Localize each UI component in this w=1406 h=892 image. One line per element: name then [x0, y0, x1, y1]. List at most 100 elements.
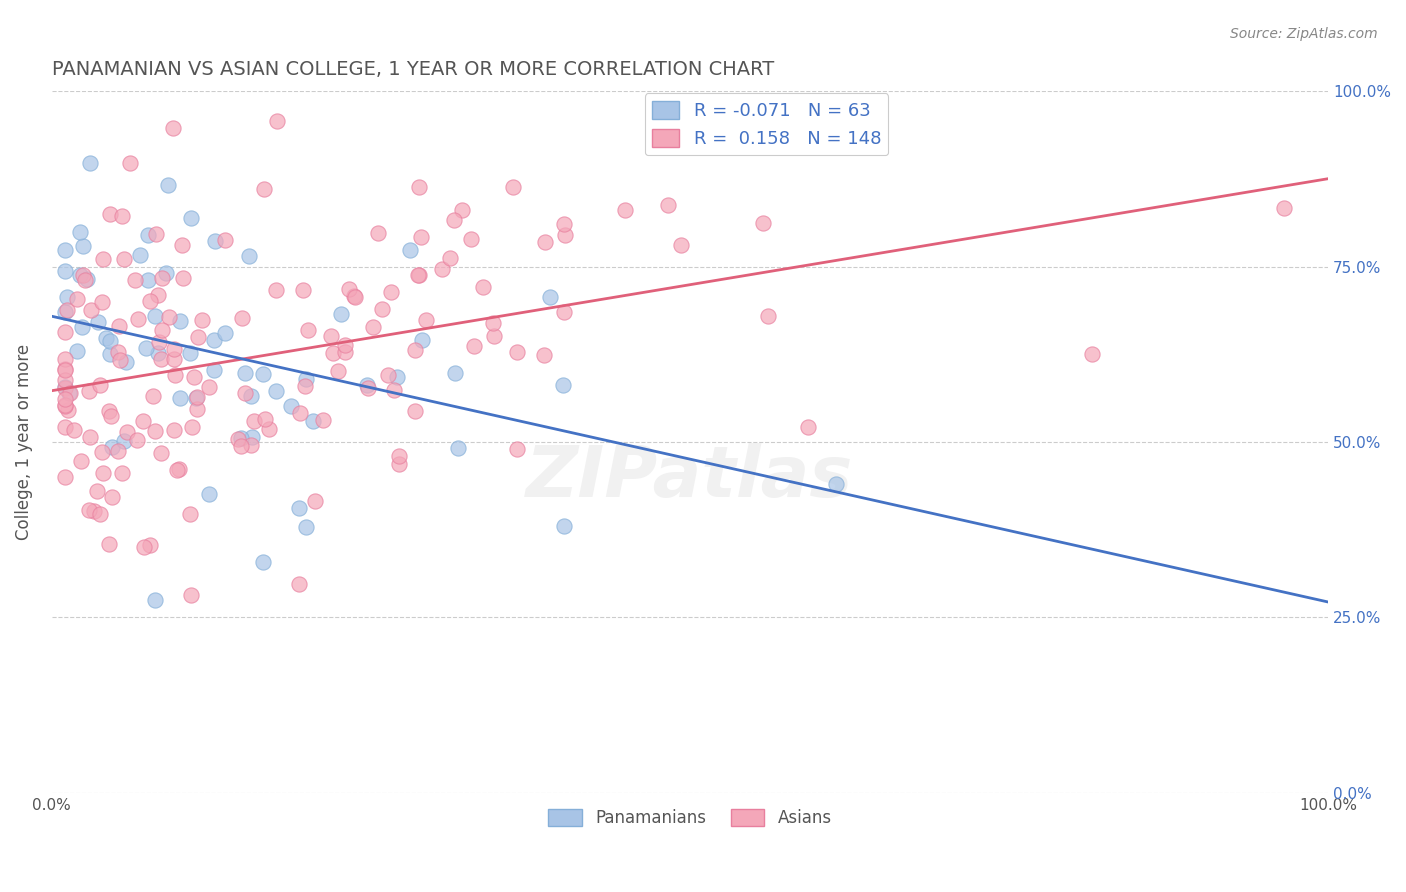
Point [127, 312, 149, 326]
Point [443, 212, 465, 227]
Point [53, 363, 76, 377]
Point [264, 384, 287, 398]
Point [180, 211, 202, 226]
Point [481, 316, 503, 330]
Point [240, 389, 263, 403]
Point [136, 227, 159, 242]
Point [107, 344, 129, 359]
Point [377, 368, 399, 382]
Point [142, 389, 165, 403]
Point [100, 409, 122, 423]
Point [553, 305, 575, 319]
Point [53, 419, 76, 434]
Point [756, 309, 779, 323]
Point [157, 310, 180, 325]
Point [69, 268, 91, 282]
Point [53, 351, 76, 366]
Point [155, 266, 177, 280]
Point [91, 466, 114, 480]
Point [198, 487, 221, 501]
Point [169, 391, 191, 405]
Point [385, 369, 408, 384]
Point [58, 385, 80, 400]
Point [172, 271, 194, 285]
Point [553, 218, 575, 232]
Point [202, 363, 225, 377]
Point [257, 422, 280, 436]
Point [63, 423, 86, 437]
Point [411, 230, 433, 244]
Point [343, 289, 366, 303]
Point [253, 182, 276, 196]
Point [183, 370, 205, 384]
Point [231, 310, 253, 325]
Point [89, 377, 111, 392]
Point [93, 252, 115, 266]
Point [145, 425, 167, 439]
Point [671, 238, 693, 252]
Point [101, 440, 124, 454]
Point [295, 372, 318, 386]
Point [463, 339, 485, 353]
Point [132, 540, 155, 554]
Point [56, 290, 79, 304]
Point [197, 380, 219, 394]
Point [335, 338, 357, 352]
Point [233, 366, 256, 380]
Point [148, 288, 170, 302]
Point [53, 362, 76, 376]
Point [290, 406, 312, 420]
Point [138, 273, 160, 287]
Point [94, 331, 117, 345]
Point [112, 434, 135, 449]
Point [108, 353, 131, 368]
Point [86, 483, 108, 498]
Point [252, 556, 274, 570]
Point [344, 290, 367, 304]
Point [53, 392, 76, 406]
Text: PANAMANIAN VS ASIAN COLLEGE, 1 YEAR OR MORE CORRELATION CHART: PANAMANIAN VS ASIAN COLLEGE, 1 YEAR OR M… [52, 60, 773, 78]
Point [184, 391, 207, 405]
Point [53, 399, 76, 413]
Point [204, 235, 226, 249]
Point [70, 320, 93, 334]
Point [302, 414, 325, 428]
Point [150, 323, 173, 337]
Point [53, 380, 76, 394]
Point [80, 302, 103, 317]
Point [145, 227, 167, 241]
Point [53, 373, 76, 387]
Point [148, 334, 170, 349]
Point [110, 209, 132, 223]
Point [202, 333, 225, 347]
Point [613, 202, 636, 217]
Point [357, 381, 380, 395]
Point [408, 268, 430, 282]
Point [53, 470, 76, 484]
Point [191, 312, 214, 326]
Point [319, 328, 342, 343]
Point [538, 290, 561, 304]
Point [120, 156, 142, 170]
Point [89, 507, 111, 521]
Point [231, 439, 253, 453]
Point [554, 228, 576, 243]
Point [411, 333, 433, 347]
Point [239, 438, 262, 452]
Point [112, 252, 135, 266]
Point [170, 238, 193, 252]
Point [292, 283, 315, 297]
Point [233, 386, 256, 401]
Point [163, 424, 186, 438]
Point [484, 328, 506, 343]
Point [162, 121, 184, 136]
Point [404, 403, 426, 417]
Point [98, 334, 121, 348]
Point [502, 179, 524, 194]
Point [79, 156, 101, 170]
Point [98, 347, 121, 361]
Point [243, 414, 266, 428]
Point [439, 251, 461, 265]
Point [226, 432, 249, 446]
Point [388, 457, 411, 471]
